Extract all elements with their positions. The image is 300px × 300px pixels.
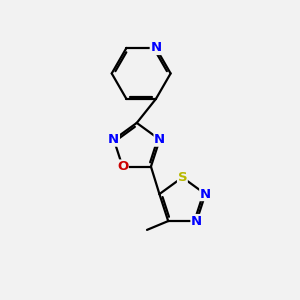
Text: N: N [154, 133, 165, 146]
Text: N: N [191, 214, 202, 228]
Text: N: N [108, 133, 119, 146]
Text: S: S [178, 171, 187, 184]
Text: N: N [200, 188, 211, 201]
Text: O: O [117, 160, 128, 173]
Text: N: N [150, 41, 161, 54]
